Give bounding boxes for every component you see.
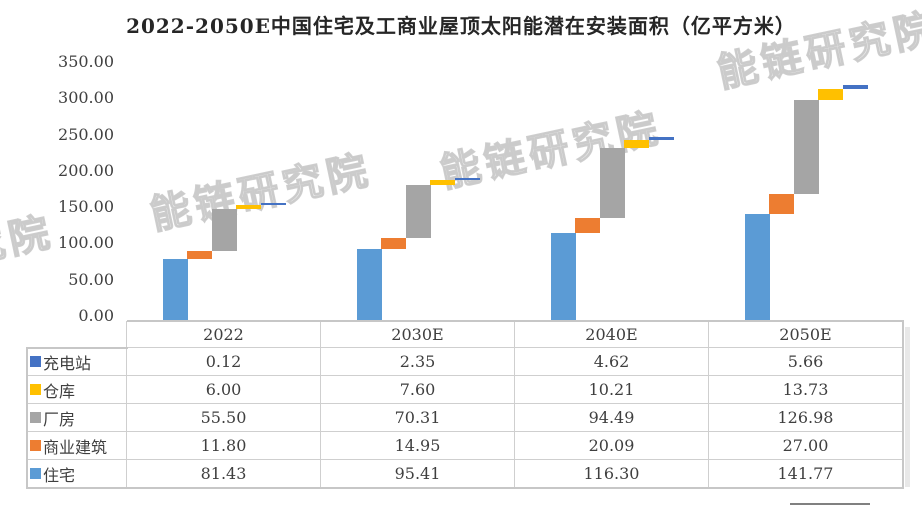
legend-marker-icon <box>30 384 41 395</box>
table-cell[interactable]: 5.66 <box>709 348 903 376</box>
row-label-text: 充电站 <box>43 353 92 373</box>
table-border-left <box>26 347 28 488</box>
table-cell[interactable]: 7.60 <box>321 376 515 404</box>
table-cell[interactable]: 13.73 <box>709 376 903 404</box>
row-label-commercial-building[interactable]: 商业建筑 <box>27 432 127 460</box>
legend-marker-icon <box>30 412 41 423</box>
bar-segment-住宅-2022[interactable] <box>162 259 188 320</box>
table-cell[interactable]: 141.77 <box>709 460 903 488</box>
column-header-2022[interactable]: 2022 <box>127 321 321 348</box>
bar-segment-仓库-2030E[interactable] <box>430 179 455 186</box>
bar-segment-商业建筑-2050E[interactable] <box>769 194 794 215</box>
y-axis-tick-label: 250.00 <box>58 124 114 144</box>
bar-segment-充电站-2030E[interactable] <box>454 177 480 180</box>
bar-segment-商业建筑-2022[interactable] <box>187 250 212 260</box>
table-cell[interactable]: 70.31 <box>321 404 515 432</box>
table-cell[interactable]: 116.30 <box>515 460 709 488</box>
legend-marker-icon <box>30 440 41 451</box>
bar-segment-仓库-2040E[interactable] <box>624 140 649 148</box>
table-cell[interactable]: 126.98 <box>709 404 903 432</box>
table-border-right <box>902 320 904 489</box>
y-axis-tick-label: 100.00 <box>58 233 114 253</box>
bottom-edge-line <box>790 503 870 505</box>
y-axis-tick-label: 300.00 <box>58 88 114 108</box>
table-corner-cell <box>27 321 127 348</box>
y-axis-tick-label: 150.00 <box>58 197 114 217</box>
bar-segment-仓库-2022[interactable] <box>236 204 261 210</box>
row-label-text: 厂房 <box>43 409 76 429</box>
row-label-text: 住宅 <box>43 465 76 485</box>
row-label-text: 仓库 <box>43 381 76 401</box>
row-label-text: 商业建筑 <box>43 437 108 457</box>
bar-segment-住宅-2040E[interactable] <box>550 233 576 320</box>
bar-segment-厂房-2050E[interactable] <box>793 99 819 195</box>
bar-segment-商业建筑-2040E[interactable] <box>575 218 600 234</box>
row-label-warehouse[interactable]: 仓库 <box>27 376 127 404</box>
bar-segment-厂房-2040E[interactable] <box>599 147 625 219</box>
y-axis-tick-label: 350.00 <box>58 51 114 71</box>
chart-title: 2022-2050E中国住宅及工商业屋顶太阳能潜在安装面积（亿平方米） <box>126 14 796 38</box>
table-cell[interactable]: 2.35 <box>321 348 515 376</box>
column-header-2030e[interactable]: 2030E <box>321 321 515 348</box>
bar-segment-充电站-2040E[interactable] <box>648 136 674 141</box>
bar-segment-商业建筑-2030E[interactable] <box>381 237 406 249</box>
bar-segment-充电站-2050E[interactable] <box>842 85 868 90</box>
column-header-2050e[interactable]: 2050E <box>709 321 903 348</box>
table-border-top <box>127 320 903 322</box>
y-axis-tick-label: 0.00 <box>78 306 114 325</box>
table-shadow <box>905 327 910 487</box>
bar-segment-住宅-2050E[interactable] <box>744 214 770 320</box>
table-cell[interactable]: 81.43 <box>127 460 321 488</box>
table-cell[interactable]: 55.50 <box>127 404 321 432</box>
table-cell[interactable]: 0.12 <box>127 348 321 376</box>
y-axis-tick-label: 50.00 <box>68 269 114 289</box>
table-cell[interactable]: 10.21 <box>515 376 709 404</box>
table-cell[interactable]: 14.95 <box>321 432 515 460</box>
table-cell[interactable]: 95.41 <box>321 460 515 488</box>
bar-segment-充电站-2022[interactable] <box>260 202 286 205</box>
table-cell[interactable]: 27.00 <box>709 432 903 460</box>
table-cell[interactable]: 20.09 <box>515 432 709 460</box>
row-label-charging-station[interactable]: 充电站 <box>27 348 127 376</box>
bar-segment-厂房-2022[interactable] <box>211 209 237 251</box>
table-border-label-top <box>26 347 128 349</box>
row-label-residential[interactable]: 住宅 <box>27 460 127 488</box>
table-border-bottom <box>26 487 904 489</box>
table-cell[interactable]: 11.80 <box>127 432 321 460</box>
legend-marker-icon <box>30 468 41 479</box>
table-cell[interactable]: 4.62 <box>515 348 709 376</box>
row-label-factory[interactable]: 厂房 <box>27 404 127 432</box>
table-cell[interactable]: 6.00 <box>127 376 321 404</box>
bar-segment-住宅-2030E[interactable] <box>356 248 382 320</box>
legend-marker-icon <box>30 356 41 367</box>
table-cell[interactable]: 94.49 <box>515 404 709 432</box>
bar-segment-仓库-2050E[interactable] <box>818 89 843 100</box>
column-header-2040e[interactable]: 2040E <box>515 321 709 348</box>
chart-data-table: 2022 2030E 2040E 2050E 充电站 0.12 2.35 4.6… <box>27 321 903 488</box>
bar-segment-厂房-2030E[interactable] <box>405 185 431 238</box>
y-axis-tick-label: 200.00 <box>58 160 114 180</box>
